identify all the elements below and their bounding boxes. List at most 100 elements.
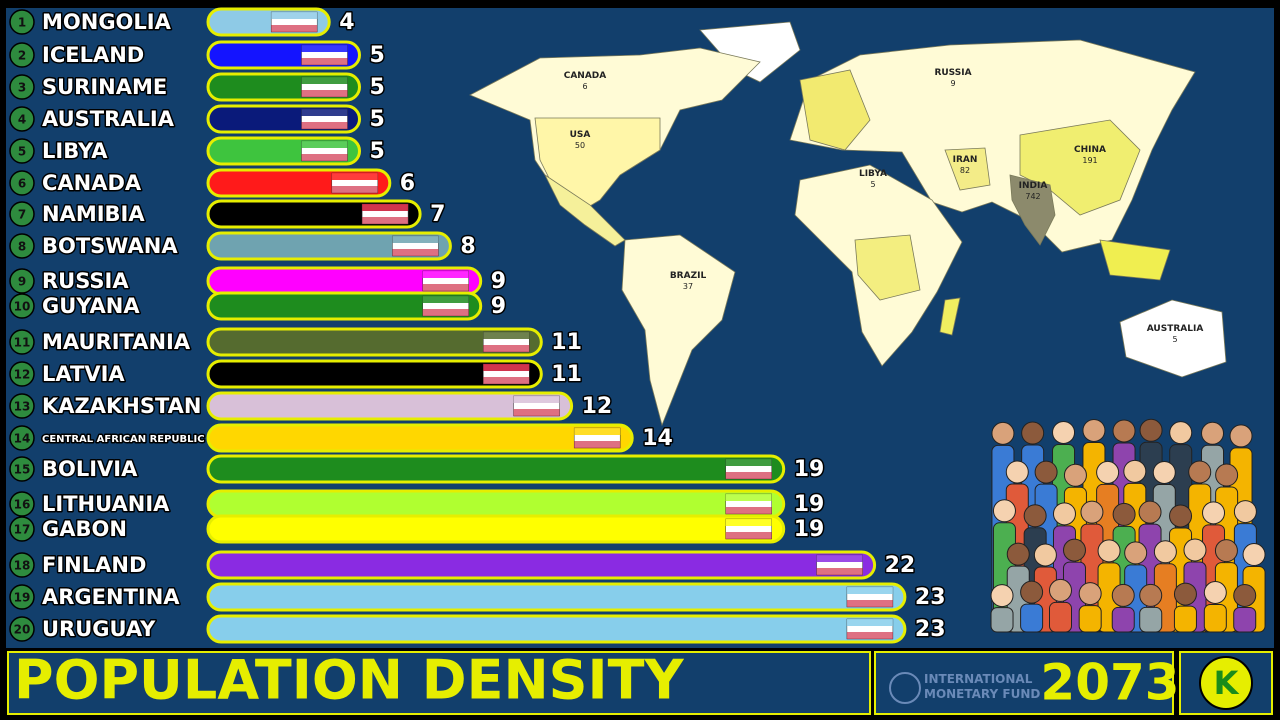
person-head (992, 499, 1016, 523)
crowd-illustration (990, 418, 1266, 633)
person-head (1169, 504, 1193, 528)
rank-badge (9, 456, 35, 482)
flag-stripe (574, 428, 621, 435)
map-label: BRAZIL (670, 271, 707, 281)
category-label: FINLAND (42, 553, 146, 577)
person-body (1139, 606, 1163, 633)
flag-stripe (725, 532, 772, 539)
flag-stripe (362, 204, 409, 211)
person-head (1006, 542, 1030, 566)
rank-badge (9, 201, 35, 227)
map-value: 82 (960, 166, 970, 175)
rank: 18 (14, 559, 31, 573)
bar (206, 423, 634, 453)
person-head (1138, 500, 1162, 524)
person-body (1203, 603, 1227, 633)
person-head (1080, 500, 1104, 524)
value-label: 4 (339, 10, 354, 35)
flag-stripe (846, 587, 893, 594)
category-label: URUGUAY (42, 617, 156, 641)
category-label: LATVIA (42, 362, 125, 386)
rank: 14 (14, 432, 31, 446)
category-label: GABON (42, 517, 127, 541)
flag-stripe (301, 154, 348, 161)
category-label: ARGENTINA (42, 585, 180, 609)
rank-badge (9, 552, 35, 578)
category-label: LIBYA (42, 139, 108, 163)
category-label: AUSTRALIA (42, 107, 175, 131)
flag-stripe (422, 296, 469, 303)
category-label: SURINAME (42, 75, 167, 99)
china (1019, 119, 1141, 216)
india (1009, 174, 1056, 246)
central-america (543, 173, 626, 247)
person-head (1052, 420, 1076, 444)
map-label: INDIA (1019, 181, 1048, 191)
rank: 3 (18, 81, 26, 95)
chart-title: POPULATION DENSITY (14, 649, 684, 712)
person-head (1153, 540, 1177, 564)
person-head (1152, 460, 1176, 484)
category-label: LITHUANIA (42, 492, 170, 516)
flag-stripe (816, 568, 863, 575)
map-label: RUSSIA (934, 68, 971, 78)
value-label: 5 (370, 139, 385, 164)
flag-stripe (301, 58, 348, 65)
flag-stripe (725, 519, 772, 526)
iran (944, 147, 991, 191)
flag-stripe (574, 441, 621, 448)
value-label: 6 (400, 171, 415, 196)
value-label: 11 (551, 362, 582, 387)
bar (206, 614, 907, 644)
person-head (1033, 543, 1057, 567)
rank: 11 (14, 336, 31, 350)
category-label: ICELAND (42, 43, 144, 67)
person-head (1112, 502, 1136, 526)
rank: 6 (18, 177, 26, 191)
title-panel (7, 651, 871, 715)
map-value: 191 (1082, 156, 1097, 165)
value-label: 14 (642, 426, 673, 451)
flag-stripe (301, 77, 348, 84)
flag-stripe (331, 186, 378, 193)
value-label: 9 (491, 269, 506, 294)
rank: 9 (18, 275, 26, 289)
rank: 4 (18, 113, 26, 127)
rank-badge (9, 329, 35, 355)
value-label: 19 (794, 517, 825, 542)
person-head (1139, 418, 1163, 442)
map-label: CANADA (564, 71, 607, 81)
category-label: GUYANA (42, 294, 140, 318)
person-head (1242, 543, 1266, 567)
person-head (1021, 421, 1045, 445)
map-label: AUSTRALIA (1147, 324, 1204, 334)
flag-stripe (301, 141, 348, 148)
person-head (1123, 459, 1147, 483)
value-label: 23 (915, 585, 946, 610)
rank: 16 (14, 498, 31, 512)
flag-stripe (392, 249, 439, 256)
usa (534, 117, 661, 213)
person-head (1020, 580, 1044, 604)
rank: 7 (18, 208, 26, 222)
flag-stripe (725, 507, 772, 514)
map-label: LIBYA (859, 169, 887, 179)
flag-stripe (483, 377, 530, 384)
person-head (1005, 460, 1029, 484)
person-head (1215, 463, 1239, 487)
map-value: 5 (1172, 335, 1177, 344)
europe (799, 69, 871, 151)
rank: 5 (18, 145, 26, 159)
rank-badge (9, 74, 35, 100)
rank: 13 (14, 400, 31, 414)
value-label: 22 (885, 553, 916, 578)
person-head (1097, 539, 1121, 563)
flag-stripe (331, 173, 378, 180)
value-label: 19 (794, 492, 825, 517)
flag-stripe (483, 364, 530, 371)
person-body (990, 607, 1014, 633)
rank-badge (9, 170, 35, 196)
flag-stripe (846, 600, 893, 607)
south-america (621, 234, 736, 427)
